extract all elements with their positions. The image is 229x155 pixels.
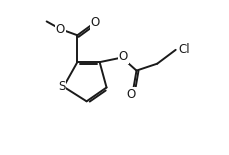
- Text: O: O: [56, 23, 65, 36]
- Text: O: O: [90, 16, 100, 29]
- Text: S: S: [58, 80, 65, 93]
- Text: Cl: Cl: [178, 43, 190, 56]
- Text: O: O: [126, 88, 135, 101]
- Text: O: O: [118, 50, 127, 63]
